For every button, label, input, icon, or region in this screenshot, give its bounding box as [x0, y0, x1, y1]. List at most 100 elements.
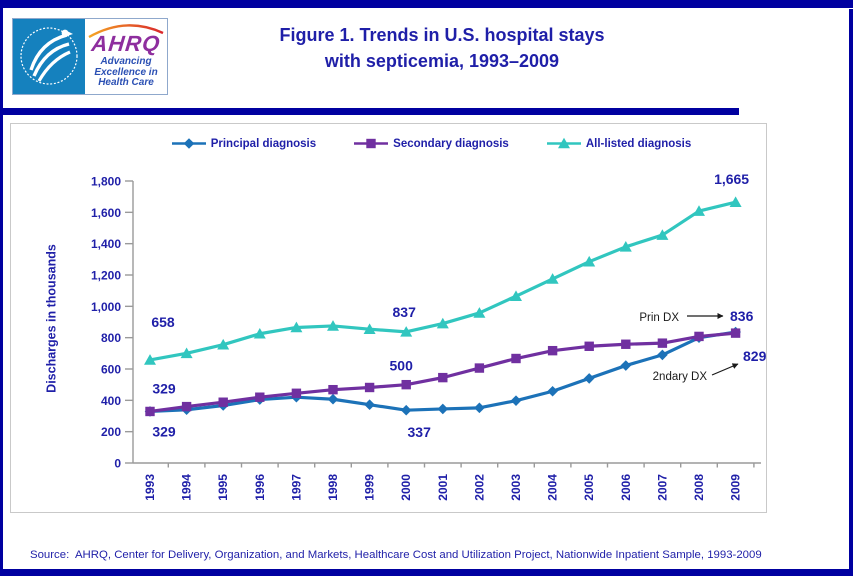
all_listed-marker: [327, 320, 339, 331]
data-point-label: 337: [408, 424, 432, 440]
secondary-marker: [474, 363, 485, 373]
secondary-marker: [255, 392, 265, 402]
secondary-marker: [511, 353, 521, 364]
secondary-legend-shape: [366, 138, 376, 149]
all_listed-legend-shape: [557, 137, 570, 149]
all_listed-marker: [253, 327, 266, 339]
all_listed-marker: [510, 290, 522, 301]
x-year-label: 1998: [326, 474, 340, 501]
principal-legend-marker-icon: [171, 137, 206, 150]
x-year-label: 2000: [399, 474, 413, 501]
all_listed-marker: [656, 229, 669, 240]
all_listed-marker: [400, 326, 413, 337]
principal-marker: [620, 360, 632, 371]
header-divider: [0, 108, 739, 115]
ahrq-logo: AHRQ Advancing Excellence in Health Care: [12, 18, 168, 95]
x-year-label: 2006: [619, 474, 633, 501]
secondary-series-line: [149, 331, 736, 414]
y-tick-label: 600: [101, 363, 121, 377]
source-note: Source: AHRQ, Center for Delivery, Organ…: [30, 549, 762, 561]
secondary-legend-glyph: [354, 138, 389, 149]
y-tick-label: 1,600: [91, 206, 121, 220]
principal-legend-shape: [183, 138, 195, 149]
y-tick-label: 1,400: [91, 237, 121, 251]
principal-marker: [437, 403, 449, 415]
secondary-marker: [401, 379, 411, 390]
principal-legend-glyph: [171, 138, 206, 149]
secondary-marker: [584, 341, 594, 351]
secondary-marker: [145, 406, 155, 417]
secondary-marker: [694, 331, 704, 342]
x-year-label: 2005: [582, 474, 596, 501]
ahrq-tagline: Advancing Excellence in Health Care: [85, 56, 167, 89]
x-year-label: 1997: [289, 474, 303, 501]
all_listed-marker: [144, 354, 156, 365]
all_listed-marker: [363, 323, 376, 335]
all_listed-series-line: [149, 200, 736, 362]
top-border-bar: [0, 0, 853, 8]
all_listed-marker: [473, 307, 486, 318]
right-border-bar: [849, 9, 853, 576]
figure-title: Figure 1. Trends in U.S. hospital stays …: [182, 22, 702, 74]
x-year-label: 2004: [546, 474, 560, 501]
callout-prin-dx-label: Prin DX: [639, 312, 679, 324]
secondary-marker: [291, 388, 302, 398]
data-point-label: 329: [152, 423, 176, 439]
callout-secondary-dx-label: 2ndary DX: [653, 371, 708, 383]
figure-title-line2: with septicemia, 1993–2009: [324, 51, 560, 71]
principal-marker: [327, 393, 339, 405]
ahrq-wordmark-block: AHRQ Advancing Excellence in Health Care: [85, 19, 167, 94]
y-tick-label: 1,200: [91, 269, 121, 283]
ahrq-tagline-line2: Excellence in: [94, 66, 158, 78]
chart-container: Principal diagnosis Secondary diagnosis …: [10, 123, 767, 513]
all_listed-marker: [546, 273, 559, 284]
all-listed-legend-marker-icon: [546, 137, 581, 150]
y-tick-label: 200: [101, 425, 121, 439]
all_listed-marker: [180, 347, 193, 359]
all_listed-marker: [729, 196, 742, 207]
all_listed-marker: [217, 338, 230, 350]
data-point-label: 500: [390, 358, 414, 374]
bottom-border-bar: [0, 569, 853, 576]
y-tick-label: 800: [101, 331, 121, 345]
legend-item-principal: Principal diagnosis: [171, 137, 317, 150]
legend-item-all-listed: All-listed diagnosis: [546, 137, 691, 150]
callout-secondary-dx-arrow-icon: [711, 363, 739, 376]
principal-marker: [583, 373, 595, 384]
x-year-label: 2001: [436, 474, 450, 501]
legend-label-principal: Principal diagnosis: [210, 137, 317, 150]
principal-marker: [364, 399, 375, 411]
legend-item-secondary: Secondary diagnosis: [354, 137, 509, 150]
all_listed-marker: [583, 255, 596, 267]
ahrq-arc-icon: [88, 24, 164, 38]
principal-marker: [474, 402, 485, 414]
secondary-marker: [547, 345, 558, 356]
chart-legend: Principal diagnosis Secondary diagnosis …: [97, 137, 766, 150]
principal-marker: [400, 404, 412, 416]
x-year-label: 2007: [655, 474, 669, 501]
left-border-bar: [0, 0, 3, 576]
secondary-marker: [328, 384, 338, 395]
hhs-eagle-icon: [20, 27, 78, 85]
x-year-label: 2009: [729, 474, 743, 501]
all_listed-marker: [693, 205, 705, 216]
principal-marker: [657, 349, 668, 361]
all_listed-legend-glyph: [546, 137, 581, 149]
callout-secondary-dx-value: 829: [743, 348, 766, 364]
x-year-label: 2008: [692, 474, 706, 501]
all_listed-marker: [619, 241, 632, 252]
y-tick-label: 1,800: [91, 175, 121, 189]
secondary-marker: [364, 382, 375, 393]
all_listed-marker: [290, 321, 303, 333]
hhs-seal: [13, 19, 85, 94]
ahrq-tagline-line1: Advancing: [100, 56, 152, 67]
x-year-label: 1999: [363, 474, 377, 501]
secondary-marker: [621, 339, 631, 349]
data-point-label: 1,665: [714, 171, 749, 187]
legend-label-secondary: Secondary diagnosis: [393, 137, 509, 150]
data-point-label: 837: [393, 304, 417, 320]
ahrq-wordmark: AHRQ: [90, 31, 162, 56]
secondary-marker: [730, 328, 741, 338]
secondary-marker: [181, 401, 192, 412]
